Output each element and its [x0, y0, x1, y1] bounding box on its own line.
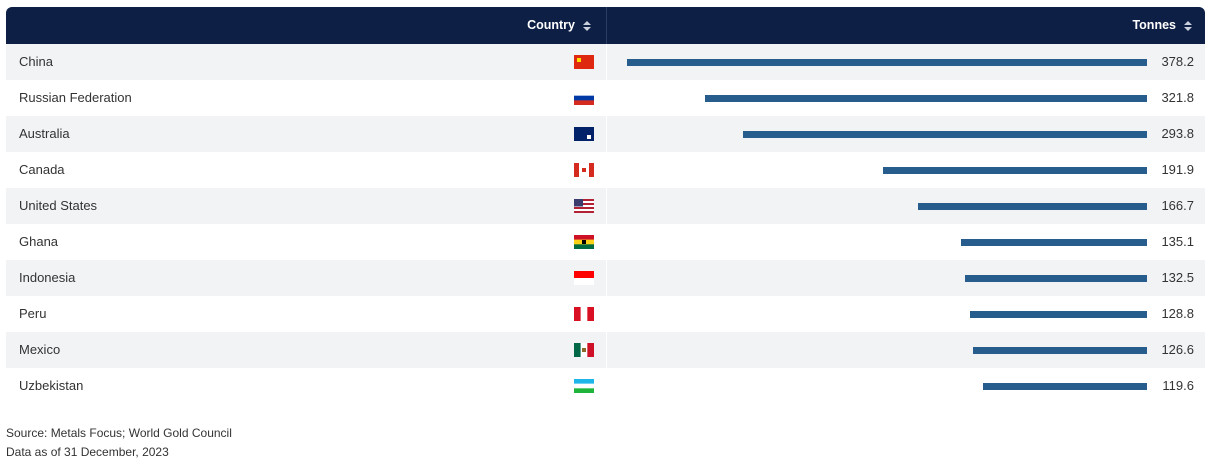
tonnes-value: 293.8: [1161, 126, 1194, 141]
tonnes-value: 135.1: [1161, 234, 1194, 249]
flag-icon: [574, 271, 594, 286]
flag: [574, 163, 595, 180]
flag: [574, 55, 594, 72]
bar: [743, 131, 1147, 138]
column-divider: [606, 152, 607, 188]
sort-tonnes[interactable]: Tonnes: [1132, 7, 1195, 44]
tonnes-value: 128.8: [1161, 306, 1194, 321]
table-row: Australia 293.8: [6, 116, 1205, 152]
table-header: Country Tonnes: [6, 7, 1205, 44]
flag: [574, 343, 595, 360]
header-label: Country: [527, 18, 575, 32]
date-note: Data as of 31 December, 2023: [6, 445, 169, 459]
table-row: Mexico 126.6: [6, 332, 1205, 368]
tonnes-value: 119.6: [1162, 378, 1194, 393]
table-row: Uzbekistan 119.6: [6, 368, 1205, 404]
flag-icon: [574, 307, 595, 321]
country-name: Canada: [19, 162, 65, 177]
table-row: Indonesia 132.5: [6, 260, 1205, 296]
flag-icon: [574, 379, 594, 394]
column-divider: [606, 44, 607, 80]
source-note: Source: Metals Focus; World Gold Council: [6, 426, 232, 440]
table-row: Ghana 135.1: [6, 224, 1205, 260]
flag-icon: [574, 235, 594, 250]
column-divider: [606, 188, 607, 224]
header-divider: [606, 7, 607, 44]
country-name: Russian Federation: [19, 90, 132, 105]
tonnes-value: 378.2: [1161, 54, 1194, 69]
column-divider: [606, 296, 607, 332]
column-divider: [606, 332, 607, 368]
bar: [917, 203, 1147, 210]
tonnes-value: 321.8: [1161, 90, 1194, 105]
sort-country[interactable]: Country: [527, 7, 594, 44]
column-divider: [606, 260, 607, 296]
column-divider: [606, 116, 607, 152]
flag-icon: [574, 127, 594, 142]
table-body: China 378.2 Russian Federation 321.8 Austral…: [6, 44, 1205, 404]
bar: [969, 311, 1147, 318]
header-label: Tonnes: [1132, 18, 1176, 32]
tonnes-value: 166.7: [1161, 198, 1194, 213]
flag: [574, 91, 594, 108]
flag-icon: [574, 55, 594, 70]
sort-icon: [1184, 20, 1192, 31]
table-row: Russian Federation 321.8: [6, 80, 1205, 116]
sort-icon: [583, 20, 591, 31]
country-name: Uzbekistan: [19, 378, 84, 393]
bar: [982, 383, 1147, 390]
country-name: Mexico: [19, 342, 61, 357]
country-name: Ghana: [19, 234, 59, 249]
table-row: China 378.2: [6, 44, 1205, 80]
country-name: Australia: [19, 126, 70, 141]
flag-icon: [574, 343, 595, 357]
flag-icon: [574, 199, 594, 214]
tonnes-value: 191.9: [1161, 162, 1194, 177]
flag: [574, 127, 594, 144]
country-name: China: [19, 54, 53, 69]
table-row: Peru 128.8: [6, 296, 1205, 332]
country-name: Peru: [19, 306, 47, 321]
flag: [574, 235, 594, 252]
table: Country Tonnes China 378.2 Russian Federat…: [6, 7, 1205, 404]
bar: [883, 167, 1147, 174]
bar: [627, 59, 1147, 66]
tonnes-value: 126.6: [1161, 342, 1194, 357]
flag: [574, 379, 594, 396]
bar: [972, 347, 1147, 354]
tonnes-value: 132.5: [1161, 270, 1194, 285]
bar: [704, 95, 1147, 102]
bar: [964, 275, 1147, 282]
flag: [574, 271, 594, 288]
flag: [574, 199, 594, 216]
column-divider: [606, 368, 607, 404]
flag-icon: [574, 163, 595, 177]
column-divider: [606, 80, 607, 116]
flag-icon: [574, 91, 594, 106]
bar: [961, 239, 1147, 246]
column-divider: [606, 224, 607, 260]
table-row: Canada 191.9: [6, 152, 1205, 188]
country-name: United States: [19, 198, 98, 213]
flag: [574, 307, 595, 324]
table-row: United States 166.7: [6, 188, 1205, 224]
country-name: Indonesia: [19, 270, 76, 285]
